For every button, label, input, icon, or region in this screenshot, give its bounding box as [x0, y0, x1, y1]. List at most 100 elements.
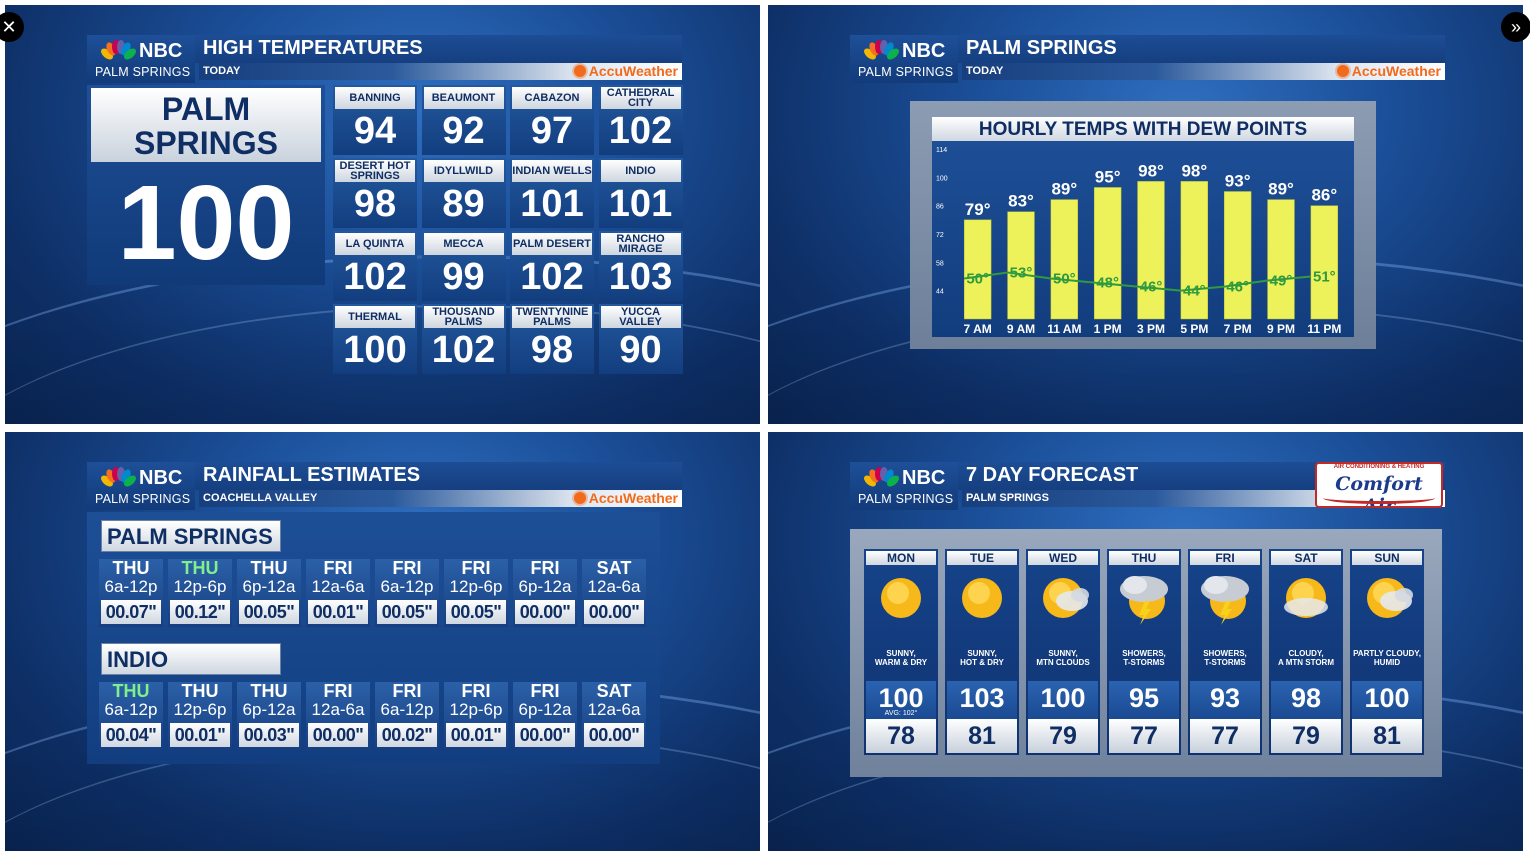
accuweather-logo: AccuWeather	[573, 490, 678, 507]
day-description-line2: A MTN STORM	[1278, 658, 1334, 667]
hourly-chart-frame: HOURLY TEMPS WITH DEW POINTS 44 58 72 86 100…	[910, 101, 1376, 349]
network-label: NBC	[139, 40, 183, 62]
day-description: SUNNY, HOT & DRY	[945, 649, 1019, 667]
day-description: SUNNY, WARM & DRY	[864, 649, 938, 667]
station-city: PALM SPRINGS	[858, 492, 954, 506]
sun-cloud-icon	[1367, 578, 1413, 618]
day-description-line1: CLOUDY,	[1288, 649, 1324, 658]
dew-point-label: 51°	[1313, 269, 1336, 286]
city-name: INDIAN WELLS	[512, 160, 592, 182]
accuweather-sun-icon	[573, 492, 586, 504]
peacock-icon	[864, 40, 899, 60]
close-icon[interactable]: ✕	[0, 12, 24, 42]
period-time: 6a-12p	[380, 700, 434, 719]
city-temp-value: 89	[442, 183, 485, 225]
panel-hourly-temps: NBC PALM SPRINGS PALM SPRINGS TODAY Accu…	[768, 5, 1523, 424]
temperature-label: 98°	[1181, 161, 1207, 180]
city-temp-card: INDIO 101	[598, 158, 683, 228]
period-day: THU	[112, 681, 150, 701]
period-time: 12a-6a	[311, 700, 365, 719]
day-description: SUNNY, MTN CLOUDS	[1026, 649, 1100, 667]
day-description-line1: SUNNY,	[886, 649, 916, 658]
day-description-line1: PARTLY CLOUDY,	[1353, 649, 1421, 658]
city-temp-card: CATHEDRAL CITY 102	[598, 85, 683, 155]
chart-title: HOURLY TEMPS WITH DEW POINTS	[932, 117, 1354, 141]
rainfall-period: THU 6p-12a 00.03"	[237, 682, 301, 750]
dew-point-label: 48°	[1096, 275, 1119, 292]
period-day: FRI	[392, 558, 422, 578]
city-temp-card: RANCHO MIRAGE 103	[598, 231, 683, 301]
city-name: DESERT HOT SPRINGS	[335, 160, 415, 182]
temperature-label: 93°	[1225, 172, 1251, 191]
panel-7-day-forecast: NBC PALM SPRINGS 7 DAY FORECAST PALM SPR…	[768, 432, 1523, 851]
rainfall-period: THU 6p-12a 00.05"	[237, 559, 301, 627]
period-amount: 00.00"	[515, 723, 575, 747]
city-temp-value: 98	[530, 329, 574, 371]
period-time: 6a-12p	[104, 577, 158, 596]
city-temp-card: THERMAL 100	[333, 304, 417, 374]
rainfall-period: FRI 12a-6a 00.01"	[306, 559, 370, 627]
period-time: 12a-6a	[311, 577, 365, 596]
day-description-line1: SUNNY,	[1048, 649, 1078, 658]
forecast-day: WED SUNNY, MTN CLOUDS 100 79	[1026, 549, 1100, 755]
period-day: SAT	[596, 681, 632, 701]
panel-subtitle: COACHELLA VALLEY	[199, 490, 682, 507]
day-name: SAT	[1271, 551, 1341, 565]
accuweather-logo: AccuWeather	[573, 63, 678, 80]
temperature-bar	[1007, 211, 1035, 320]
period-time: 12p-6p	[449, 577, 503, 596]
forecast-day: FRI SHOWERS, T-STORMS 93 77	[1188, 549, 1262, 755]
x-tick-label: 5 PM	[1180, 322, 1208, 336]
temperature-bar	[1267, 199, 1295, 320]
temperature-label: 83°	[1008, 192, 1034, 211]
period-time: 12a-6a	[587, 577, 641, 596]
city-temperature-grid: BANNING 94 BEAUMONT 92 CABAZON 97 CATHEDRAL CI…	[333, 85, 683, 374]
city-temp-card: PALM DESERT 102	[510, 231, 594, 301]
rainfall-period: FRI 6p-12a 00.00"	[513, 559, 577, 627]
day-description-line2: T-STORMS	[1123, 658, 1165, 667]
forecast-day: SUN PARTLY CLOUDY, HUMID 100 81	[1350, 549, 1424, 755]
city-temp-value: 90	[619, 329, 662, 371]
temperature-bar	[1310, 205, 1339, 320]
period-day: FRI	[530, 558, 560, 578]
day-name: SUN	[1352, 551, 1422, 565]
accuweather-sun-icon	[573, 65, 586, 77]
dew-point-line	[964, 271, 1311, 292]
forecast-day: THU SHOWERS, T-STORMS 95 77	[1107, 549, 1181, 755]
period-day: THU	[112, 558, 150, 578]
station-city: PALM SPRINGS	[95, 65, 191, 79]
period-day: FRI	[461, 558, 491, 578]
low-temp: 78	[866, 719, 936, 753]
accuweather-label: AccuWeather	[588, 490, 678, 506]
city-temp-card: MECCA 99	[421, 231, 506, 301]
x-tick-label: 9 PM	[1267, 322, 1295, 336]
low-temp: 77	[1109, 719, 1179, 753]
period-day: FRI	[323, 681, 353, 701]
forecast-day: MON SUNNY, WARM & DRY 100 AVG: 102° 78	[864, 549, 938, 755]
temperature-label: 86°	[1311, 186, 1337, 205]
sponsor-swoosh	[1323, 492, 1435, 504]
accuweather-logo: AccuWeather	[1336, 63, 1441, 80]
x-tick-label: 1 PM	[1094, 322, 1122, 336]
period-time: 6p-12a	[242, 700, 296, 719]
peacock-icon	[864, 467, 899, 487]
station-city: PALM SPRINGS	[858, 65, 954, 79]
city-temp-card: YUCCA VALLEY 90	[598, 304, 683, 374]
low-temp: 81	[1352, 719, 1422, 753]
rainfall-period: FRI 6a-12p 00.02"	[375, 682, 439, 750]
period-time: 12a-6a	[587, 700, 641, 719]
period-amount: 00.01"	[170, 723, 230, 747]
period-time: 12p-6p	[173, 700, 227, 719]
rainfall-location-label: PALM SPRINGS	[101, 520, 281, 552]
day-description: SHOWERS, T-STORMS	[1107, 649, 1181, 667]
period-day: FRI	[530, 681, 560, 701]
city-temp-value: 98	[353, 183, 397, 225]
rainfall-period: FRI 6p-12a 00.00"	[513, 682, 577, 750]
city-name: MECCA	[423, 233, 504, 255]
accuweather-sun-icon	[1336, 65, 1349, 77]
low-temp: 81	[947, 719, 1017, 753]
period-day: FRI	[461, 681, 491, 701]
city-temp-value: 94	[353, 110, 397, 152]
dew-point-label: 53°	[1010, 264, 1033, 281]
next-icon[interactable]: »	[1501, 12, 1530, 42]
